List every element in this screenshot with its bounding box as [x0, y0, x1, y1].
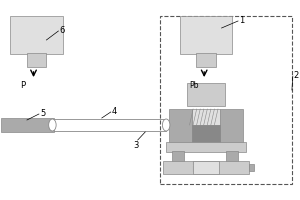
Text: 5: 5 [40, 109, 46, 118]
Bar [169, 109, 192, 143]
Bar [187, 83, 224, 106]
Bar [193, 161, 219, 174]
Bar [166, 142, 245, 152]
Bar [172, 151, 184, 162]
Bar [220, 109, 242, 143]
Bar [248, 164, 254, 171]
Text: 2: 2 [293, 71, 299, 79]
Bar [192, 125, 220, 143]
Bar [27, 53, 46, 67]
Bar [180, 16, 232, 54]
Text: Pb: Pb [189, 81, 199, 90]
Text: 4: 4 [111, 107, 117, 116]
Text: 3: 3 [134, 141, 139, 150]
Bar [192, 109, 220, 125]
Bar [160, 16, 292, 184]
Text: P: P [20, 81, 25, 90]
Text: 1: 1 [239, 16, 244, 25]
Bar [196, 53, 216, 67]
Ellipse shape [49, 119, 56, 131]
Ellipse shape [162, 119, 170, 131]
Bar [226, 151, 238, 162]
Bar [163, 161, 248, 174]
Bar [11, 16, 63, 54]
Bar [2, 118, 54, 132]
Text: 6: 6 [59, 26, 65, 35]
